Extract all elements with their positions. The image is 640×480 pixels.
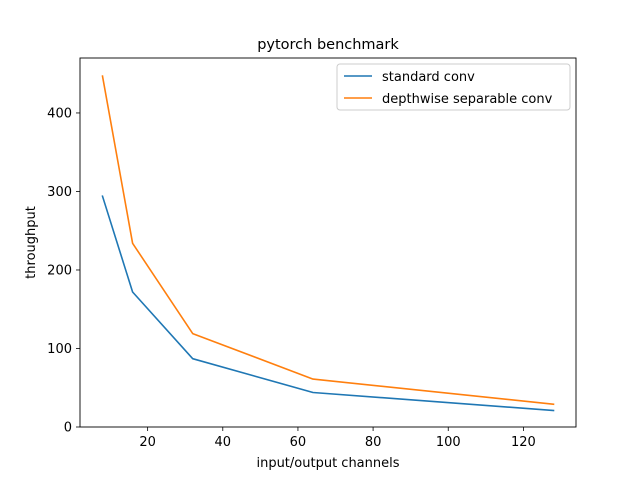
legend-label-depthwise-separable-conv: depthwise separable conv <box>382 92 553 107</box>
legend-label-standard-conv: standard conv <box>382 70 475 85</box>
x-tick-label: 40 <box>215 435 232 450</box>
series-line-standard-conv <box>101 195 555 412</box>
chart-title: pytorch benchmark <box>257 37 399 53</box>
y-tick-label: 200 <box>47 263 72 278</box>
y-tick-label: 0 <box>64 421 72 436</box>
x-tick-label: 120 <box>511 435 536 450</box>
y-tick-label: 100 <box>47 342 72 357</box>
y-tick-label: 400 <box>47 106 72 121</box>
series-lines <box>101 75 555 412</box>
plot-area <box>80 58 576 427</box>
y-axis-label: throughput <box>24 206 39 279</box>
x-axis-label: input/output channels <box>256 456 399 471</box>
x-tick-label: 80 <box>365 435 382 450</box>
x-tick-label: 20 <box>139 435 156 450</box>
legend: standard conv depthwise separable conv <box>336 63 571 111</box>
x-tick-label: 100 <box>436 435 461 450</box>
x-tick-label: 60 <box>290 435 307 450</box>
y-axis: 0 100 200 300 400 <box>47 106 80 436</box>
series-line-depthwise-separable-conv <box>101 75 555 406</box>
y-tick-label: 300 <box>47 185 72 200</box>
legend-box <box>336 63 571 111</box>
plot-frame <box>79 57 577 428</box>
plot-background <box>80 58 576 427</box>
x-axis: 20 40 60 80 100 120 <box>139 427 536 450</box>
